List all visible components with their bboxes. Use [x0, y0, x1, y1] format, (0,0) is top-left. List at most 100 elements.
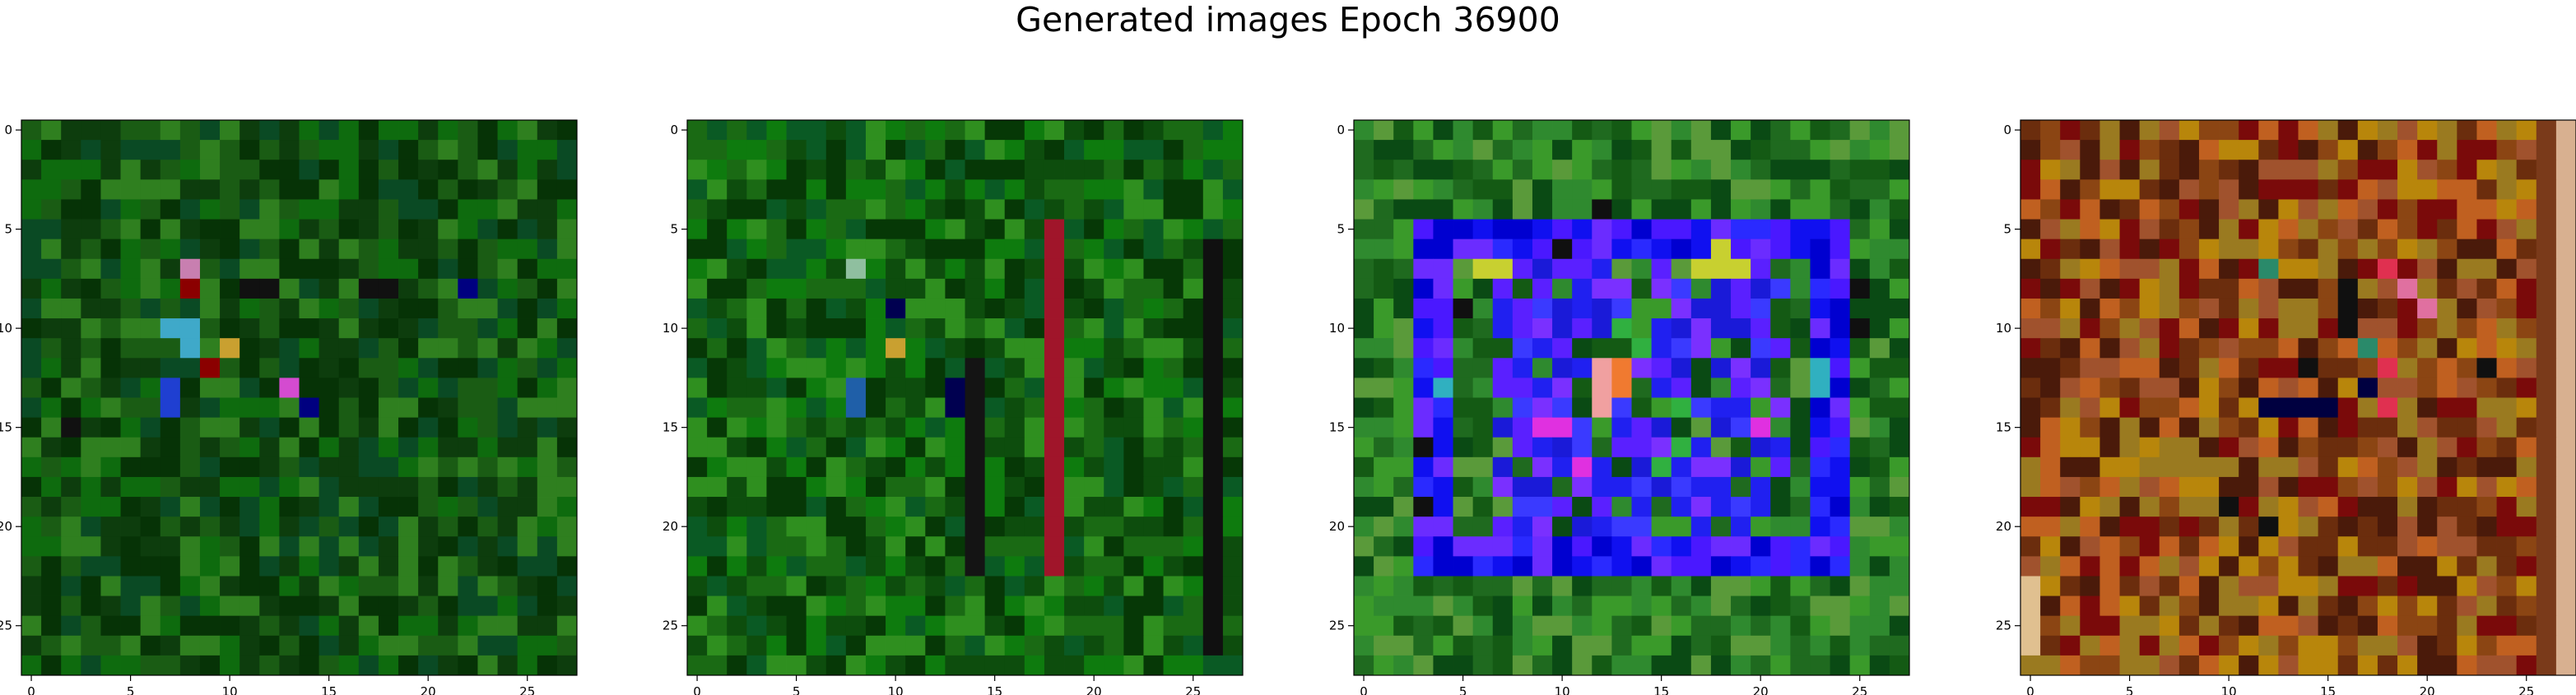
- pixel: [825, 576, 847, 596]
- pixel: [2298, 417, 2319, 438]
- pixel: [556, 497, 578, 517]
- pixel: [925, 239, 946, 260]
- pixel: [1731, 179, 1751, 200]
- pixel: [497, 338, 518, 359]
- pixel: [100, 318, 121, 339]
- pixel: [259, 199, 280, 220]
- pixel: [2040, 120, 2061, 141]
- pixel: [556, 456, 578, 478]
- pixel: [1611, 615, 1632, 637]
- pixel: [239, 397, 260, 419]
- pixel: [556, 160, 578, 180]
- pixel: [1163, 476, 1184, 498]
- pixel: [1830, 258, 1851, 280]
- pixel: [925, 358, 946, 378]
- pixel: [945, 199, 965, 220]
- pixel: [1104, 476, 1124, 498]
- pixel: [1453, 615, 1474, 637]
- pixel: [845, 476, 867, 498]
- pixel: [2159, 397, 2180, 419]
- pixel: [1433, 655, 1453, 676]
- pixel: [2516, 595, 2537, 617]
- pixel: [1512, 497, 1533, 517]
- pixel: [2377, 417, 2398, 438]
- pixel: [1512, 219, 1533, 240]
- pixel: [1084, 556, 1104, 577]
- pixel: [517, 179, 538, 200]
- pixel: [1671, 437, 1692, 458]
- pixel: [2298, 635, 2319, 656]
- pixel: [746, 476, 767, 498]
- pixel: [2318, 298, 2339, 319]
- pixel: [1651, 278, 1672, 299]
- pixel: [2060, 140, 2081, 160]
- pixel: [2198, 219, 2220, 240]
- pixel: [2476, 615, 2497, 637]
- pixel: [2020, 258, 2041, 280]
- pixel: [1690, 397, 1712, 419]
- pixel: [727, 437, 747, 458]
- pixel: [2159, 140, 2180, 160]
- pixel: [497, 160, 518, 180]
- pixel: [477, 576, 498, 596]
- pixel: [140, 595, 161, 617]
- pixel: [786, 318, 807, 339]
- pixel: [1183, 497, 1204, 517]
- pixel: [1690, 179, 1712, 200]
- pixel: [2159, 160, 2180, 180]
- pixel: [2099, 397, 2120, 419]
- pixel: [2298, 655, 2319, 676]
- pixel: [2219, 497, 2239, 517]
- pixel: [299, 358, 320, 378]
- pixel: [537, 179, 558, 200]
- pixel: [259, 120, 280, 141]
- pixel: [2437, 318, 2457, 339]
- pixel: [1222, 595, 1244, 617]
- pixel: [2020, 239, 2041, 260]
- pixel: [1453, 140, 1474, 160]
- pixel: [1611, 219, 1632, 240]
- pixel: [2397, 378, 2418, 398]
- pixel: [338, 476, 360, 498]
- pixel: [2496, 536, 2518, 557]
- pixel: [2239, 497, 2259, 517]
- pixel: [766, 378, 787, 398]
- pixel: [338, 120, 360, 141]
- pixel: [845, 517, 867, 537]
- pixel: [2258, 179, 2279, 200]
- pixel: [1024, 239, 1045, 260]
- pixel: [1849, 556, 1871, 577]
- pixel: [2258, 497, 2279, 517]
- pixel: [1393, 338, 1414, 359]
- pixel: [2476, 179, 2497, 200]
- pixel: [2219, 358, 2239, 378]
- pixel: [2278, 258, 2299, 280]
- pixel: [1393, 615, 1414, 637]
- pixel: [687, 318, 708, 339]
- pixel: [1492, 456, 1514, 478]
- pixel: [1183, 437, 1204, 458]
- pixel: [556, 219, 578, 240]
- pixel: [886, 160, 906, 180]
- pixel: [1143, 219, 1164, 240]
- pixel: [2080, 378, 2100, 398]
- pixel: [2219, 615, 2239, 637]
- pixel: [319, 615, 340, 637]
- pixel: [727, 179, 747, 200]
- pixel: [1710, 120, 1732, 141]
- pixel: [537, 595, 558, 617]
- pixel: [925, 199, 946, 220]
- pixel: [1671, 318, 1692, 339]
- pixel: [1592, 556, 1612, 577]
- pixel: [1751, 497, 1771, 517]
- pixel: [279, 239, 300, 260]
- pixel: [1552, 120, 1573, 141]
- pixel: [2397, 140, 2418, 160]
- pixel: [746, 199, 767, 220]
- pixel: [1830, 219, 1851, 240]
- pixel: [2099, 120, 2120, 141]
- pixel: [1123, 576, 1144, 596]
- pixel: [786, 556, 807, 577]
- pixel: [179, 497, 201, 517]
- pixel: [1413, 556, 1434, 577]
